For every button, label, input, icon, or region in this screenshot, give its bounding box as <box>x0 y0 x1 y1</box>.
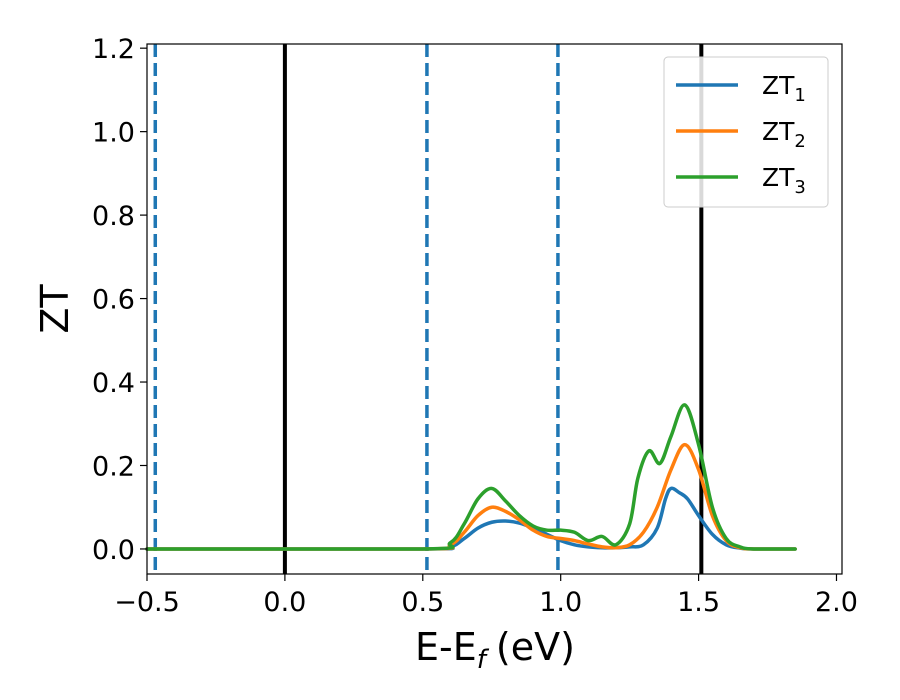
y-tick-label: 0.4 <box>92 368 135 399</box>
x-tick-label: 1.0 <box>539 587 582 618</box>
series-line-zt1 <box>145 486 797 551</box>
x-tick-label: 0.5 <box>401 587 444 618</box>
y-tick-label: 0.2 <box>92 451 135 482</box>
y-tick-label: 1.2 <box>92 34 135 65</box>
legend: ZT1 ZT2 ZT3 <box>663 56 829 208</box>
series-lines <box>145 403 797 551</box>
y-tick-label: 0.8 <box>92 201 135 232</box>
legend-label: ZT3 <box>762 163 806 198</box>
y-axis-label: ZT <box>33 284 77 334</box>
x-tick-label: 2.0 <box>815 587 858 618</box>
plot-frame <box>146 43 843 575</box>
x-tick-label: 1.5 <box>677 587 720 618</box>
vertical-reference-lines <box>153 44 704 574</box>
y-tick-label: 1.0 <box>92 118 135 149</box>
legend-label: ZT1 <box>762 71 806 106</box>
y-tick-label: 0.6 <box>92 285 135 316</box>
x-axis-label: E-Ef (eV) <box>415 625 575 675</box>
x-tick-label: 0.0 <box>263 587 306 618</box>
y-tick-label: 0.0 <box>92 535 135 566</box>
y-axis-ticks: 0.0 0.2 0.4 0.6 0.8 1.0 1.2 <box>92 34 147 566</box>
legend-label: ZT2 <box>762 117 806 152</box>
x-axis-ticks: −0.5 0.0 0.5 1.0 1.5 2.0 <box>114 574 858 618</box>
series-line-zt2 <box>145 442 797 551</box>
legend-box <box>663 56 829 208</box>
series-line-zt3 <box>145 403 797 551</box>
x-tick-label: −0.5 <box>114 587 180 618</box>
